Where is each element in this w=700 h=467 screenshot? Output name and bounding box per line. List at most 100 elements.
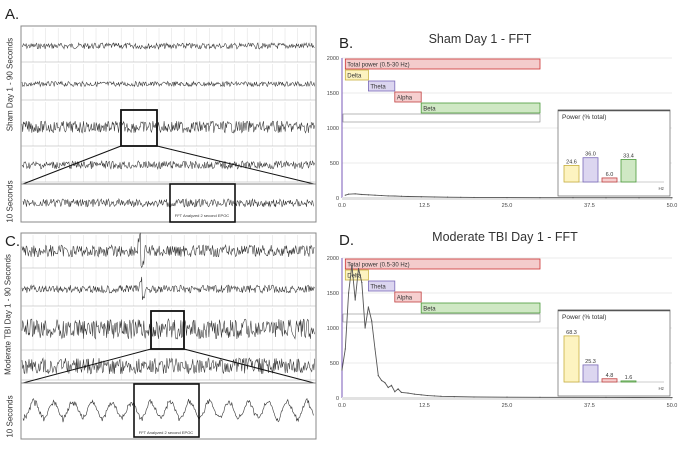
chart-d-x-axis-bar: [342, 397, 672, 400]
chart-d-series-point: [605, 396, 607, 399]
panel-letter-a: A.: [5, 6, 20, 23]
chart-b-series-point: [344, 194, 346, 196]
chart-d-series-point: [354, 299, 356, 301]
chart-b-band-total: [344, 58, 541, 70]
tbi-eeg-trace-3: [21, 318, 315, 340]
chart-b-inset-frame: [557, 109, 671, 197]
tbi-zoom-line-right: [183, 348, 315, 384]
chart-b-series-line: [345, 193, 672, 199]
chart-d-series-point: [381, 379, 383, 382]
chart-b-series-point: [420, 196, 422, 198]
chart-d-band-label-theta: Theta: [370, 285, 386, 291]
sham-zoom-trace: [22, 198, 314, 208]
chart-b-series-point: [460, 196, 462, 198]
chart-b-inset-bar-delta: [563, 164, 580, 183]
chart-b-inset-bar-label: 6.0: [606, 172, 614, 178]
chart-b-series-point: [394, 195, 396, 197]
chart-d-series-point: [506, 396, 508, 398]
chart-b-series-point: [400, 195, 402, 197]
chart-b-x-tick-label: 50.0: [667, 203, 678, 209]
chart-d-x-tick-label: 25.0: [502, 403, 513, 409]
chart-b-series-point: [374, 194, 376, 196]
chart-d-series-point: [473, 396, 475, 398]
chart-d-series-point: [440, 395, 442, 397]
chart-b-band-label-theta: Theta: [370, 85, 386, 91]
chart-d-series-point: [344, 348, 346, 350]
tbi-eeg-trace-1: [21, 232, 315, 269]
chart-d-series-point: [397, 388, 399, 390]
chart-b-inset-unit: Hz: [659, 186, 665, 191]
chart-d-series-point: [361, 281, 363, 284]
chart-d-series-point: [348, 292, 350, 294]
sham-eeg-trace-1: [21, 42, 315, 50]
chart-d-band-beta: [420, 302, 541, 314]
chart-d-band-empty-row: [342, 313, 541, 323]
sham-eeg-trace-2: [21, 80, 315, 88]
chart-b-series-point: [506, 196, 508, 199]
tbi-zoom-trace: [22, 397, 314, 423]
chart-b-x-axis-bar: [342, 197, 672, 200]
tbi-epoc-box: [133, 383, 200, 438]
chart-b-series-point: [638, 197, 640, 199]
chart-d-x-tick-label: 0.0: [338, 403, 346, 409]
chart-d-series-point: [364, 327, 366, 329]
chart-d-series-point: [671, 396, 673, 399]
sham-eeg-trace-3: [21, 120, 315, 134]
chart-d-series-point: [427, 394, 429, 397]
chart-b-y-tick-label: 1500: [327, 91, 339, 97]
chart-b-title: Sham Day 1 - FFT: [428, 32, 532, 46]
chart-d-y-tick-label: 1500: [327, 291, 339, 297]
panel-letter-b: B.: [339, 35, 354, 52]
chart-b: 0 500 1000 1500 2000 0.0 12.5 25.0 37.5 50.0 Total…: [327, 56, 678, 209]
chart-d-inset-bar-theta: [582, 364, 599, 383]
chart-b-x-tick-label: 25.0: [502, 203, 513, 209]
chart-b-series-point: [348, 193, 350, 195]
chart-b-series-point: [407, 195, 409, 198]
chart-d-series-point: [351, 264, 353, 266]
tbi-selection-box: [150, 310, 185, 350]
chart-d-y-tick-label: 500: [330, 361, 339, 367]
chart-d-band-theta: [368, 280, 396, 292]
tbi-zoom-frame: [20, 382, 317, 440]
chart-b-band-theta: [368, 80, 396, 92]
tbi-eeg-trace-4: [21, 357, 315, 375]
chart-b-series-point: [473, 196, 475, 199]
chart-d-x-tick-label: 37.5: [584, 403, 595, 409]
chart-b-band-label-alpha: Alpha: [397, 96, 413, 102]
chart-b-inset-title: Power (% total): [562, 114, 606, 121]
chart-b-y-tick-label: 0: [336, 196, 339, 202]
chart-b-band-label-total: Total power (0.5-30 Hz): [347, 63, 409, 69]
chart-d-inset-unit: Hz: [659, 386, 665, 391]
chart-b-inset-bar-label: 24.6: [566, 159, 577, 165]
chart-d-series-point: [400, 391, 402, 393]
chart-d-x-tick-label: 50.0: [667, 403, 678, 409]
chart-d-series-point: [433, 395, 435, 397]
chart-b-series-point: [671, 197, 673, 199]
chart-b-x-tick-label: 12.5: [419, 203, 430, 209]
chart-b-x-tick-label: 0.0: [338, 203, 346, 209]
chart-d-series-point: [453, 396, 455, 398]
chart-d-band-label-total: Total power (0.5-30 Hz): [347, 263, 409, 269]
chart-d-series-point: [341, 369, 343, 371]
chart-d-inset-bar-beta: [620, 380, 637, 383]
chart-b-band-label-beta: Beta: [423, 107, 436, 113]
chart-b-y-tick-label: 500: [330, 161, 339, 167]
chart-b-series-point: [381, 194, 383, 197]
chart-d-series-point: [420, 394, 422, 396]
chart-b-series-point: [354, 193, 356, 195]
chart-d-series-point: [357, 267, 360, 270]
chart-d-series-point: [407, 392, 409, 394]
chart-d-inset-bar-label: 1.6: [625, 375, 633, 381]
chart-b-band-label-delta: Delta: [347, 74, 362, 80]
chart-b-inset-bar-label: 33.4: [623, 153, 634, 159]
chart-d-inset-bar-delta: [563, 335, 580, 383]
sham-eeg-tracks: [21, 28, 316, 183]
chart-d-x-tick-label: 12.5: [419, 403, 430, 409]
chart-d-title: Moderate TBI Day 1 - FFT: [432, 230, 578, 244]
sham-zoom-line-right: [156, 145, 315, 185]
chart-d: 0 500 1000 1500 2000 0.0 12.5 25.0 37.5 50.0 Total…: [327, 256, 678, 409]
chart-b-inset-bar-label: 36.0: [585, 152, 596, 158]
chart-d-band-total: [344, 258, 541, 270]
tbi-zoom-line-left: [22, 348, 152, 384]
chart-b-y-tick-label: 1000: [327, 126, 339, 132]
